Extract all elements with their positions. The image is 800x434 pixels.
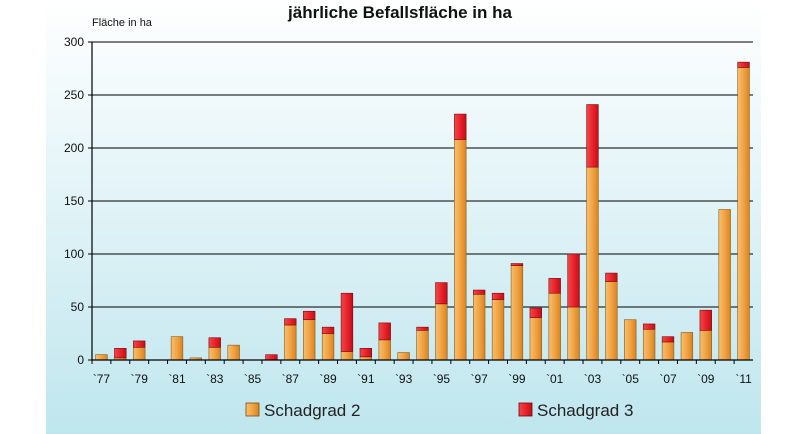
- bar-schadgrad-2-1987: [284, 324, 297, 361]
- x-tick-label: `09: [697, 372, 715, 386]
- bar-schadgrad-2-2011: [737, 67, 750, 361]
- y-tick-labels: 0 50 100 150 200 250 300: [64, 35, 84, 367]
- bar-schadgrad-3-2004: [605, 272, 618, 282]
- x-tick-label: `89: [319, 372, 337, 386]
- legend-label-schadgrad-3: Schadgrad 3: [537, 401, 633, 420]
- x-tick-label: `93: [395, 372, 413, 386]
- x-tick-label: `11: [735, 372, 752, 386]
- bar-schadgrad-2-2007: [661, 341, 675, 361]
- bar-schadgrad-3-1995: [435, 282, 448, 305]
- chart-title: jährliche Befallsfläche in ha: [287, 3, 512, 22]
- bar-schadgrad-2-2005: [624, 319, 637, 361]
- x-tick-label: `83: [206, 372, 224, 386]
- bar-schadgrad-2-2009: [699, 330, 712, 361]
- x-tick-label: `79: [131, 372, 149, 386]
- bar-schadgrad-3-2003: [586, 104, 599, 168]
- bar-schadgrad-3-1992: [378, 322, 391, 341]
- chart-background: [46, 0, 761, 434]
- bar-schadgrad-2-1979: [133, 346, 146, 361]
- axes-layer: [91, 42, 753, 361]
- x-tick-label: `99: [508, 372, 526, 386]
- bar-schadgrad-2-1977: [95, 354, 108, 361]
- bar-schadgrad-2-2006: [642, 328, 656, 361]
- bar-schadgrad-2-2003: [586, 166, 599, 361]
- x-tick-label: `95: [433, 372, 451, 386]
- bar-schadgrad-3-1979: [133, 340, 146, 348]
- y-tick-label: 50: [71, 300, 85, 314]
- x-tick-label: `87: [282, 372, 300, 386]
- y-tick-label: 0: [77, 353, 84, 367]
- x-tick-label: `05: [622, 372, 640, 386]
- bar-schadgrad-3-1978: [114, 348, 127, 359]
- bar-schadgrad-3-1986: [265, 354, 278, 361]
- bar-schadgrad-3-1983: [208, 337, 221, 348]
- y-tick-label: 200: [64, 141, 84, 155]
- legend-swatch-schadgrad-3: [518, 402, 533, 417]
- y-tick-label: 250: [64, 88, 84, 102]
- y-tick-label: 300: [64, 35, 84, 49]
- bar-schadgrad-2-2001: [548, 292, 561, 361]
- bar-schadgrad-2-2010: [718, 209, 731, 361]
- x-tick-label: `91: [357, 372, 375, 386]
- bar-schadgrad-2-2002: [567, 306, 580, 361]
- bar-schadgrad-2-2000: [529, 317, 542, 361]
- bar-schadgrad-3-1987: [284, 318, 297, 326]
- x-tick-label: `07: [659, 372, 677, 386]
- bar-schadgrad-3-1996: [454, 113, 467, 140]
- grid-layer: [88, 41, 753, 361]
- bar-schadgrad-3-1990: [340, 292, 354, 352]
- bar-schadgrad-2-2008: [680, 332, 694, 361]
- bar-schadgrad-2-1988: [303, 319, 316, 361]
- x-tick-label: `03: [584, 372, 602, 386]
- bar-schadgrad-3-1997: [473, 289, 486, 295]
- bar-schadgrad-2-1999: [510, 265, 524, 361]
- bar-schadgrad-3-1988: [303, 310, 316, 321]
- bar-schadgrad-2-1997: [473, 293, 486, 361]
- bar-schadgrad-2-1993: [397, 352, 410, 361]
- bar-schadgrad-3-2002: [567, 253, 580, 308]
- y-tick-label: 100: [64, 247, 84, 261]
- bar-schadgrad-2-1990: [340, 351, 354, 361]
- y-tick-label: 150: [64, 194, 84, 208]
- bar-schadgrad-2-2004: [605, 281, 618, 361]
- y-axis-label: Fläche in ha: [92, 17, 153, 29]
- bar-schadgrad-3-2006: [642, 323, 656, 330]
- x-tick-labels: `77 `79 `81 `83 `85 `87 `89 `91 `93 `95 `97 `99 `01 `…: [91, 360, 752, 386]
- bar-schadgrad-2-1983: [208, 346, 221, 361]
- x-tick-label: `85: [244, 372, 262, 386]
- bar-schadgrad-2-1996: [454, 139, 467, 361]
- bar-schadgrad-2-1981: [170, 336, 184, 361]
- bar-schadgrad-3-2007: [661, 336, 675, 343]
- x-tick-label: `81: [168, 372, 186, 386]
- bar-schadgrad-2-1989: [321, 333, 335, 361]
- bar-schadgrad-3-2009: [699, 309, 712, 331]
- bar-schadgrad-3-1994: [416, 326, 429, 331]
- bar-schadgrad-3-2001: [548, 278, 561, 294]
- legend-label-schadgrad-2: Schadgrad 2: [264, 401, 360, 420]
- bar-schadgrad-2-1995: [435, 303, 448, 361]
- x-tick-label: `77: [93, 372, 111, 386]
- bar-schadgrad-3-2000: [529, 307, 542, 318]
- x-tick-label: `01: [546, 372, 564, 386]
- bar-schadgrad-3-1991: [359, 348, 372, 358]
- bar-schadgrad-2-1994: [416, 330, 429, 361]
- bar-schadgrad-2-1992: [378, 339, 391, 361]
- bar-schadgrad-2-1998: [491, 299, 505, 361]
- bar-schadgrad-2-1984: [227, 344, 240, 361]
- bar-schadgrad-3-2011: [737, 61, 750, 68]
- bar-schadgrad-3-1998: [491, 292, 505, 300]
- bar-schadgrad-3-1999: [510, 263, 524, 266]
- legend: Schadgrad 2 Schadgrad 3: [245, 401, 633, 420]
- x-tick-label: `97: [470, 372, 488, 386]
- bar-schadgrad-3-1989: [321, 326, 335, 334]
- legend-swatch-schadgrad-2: [245, 402, 260, 417]
